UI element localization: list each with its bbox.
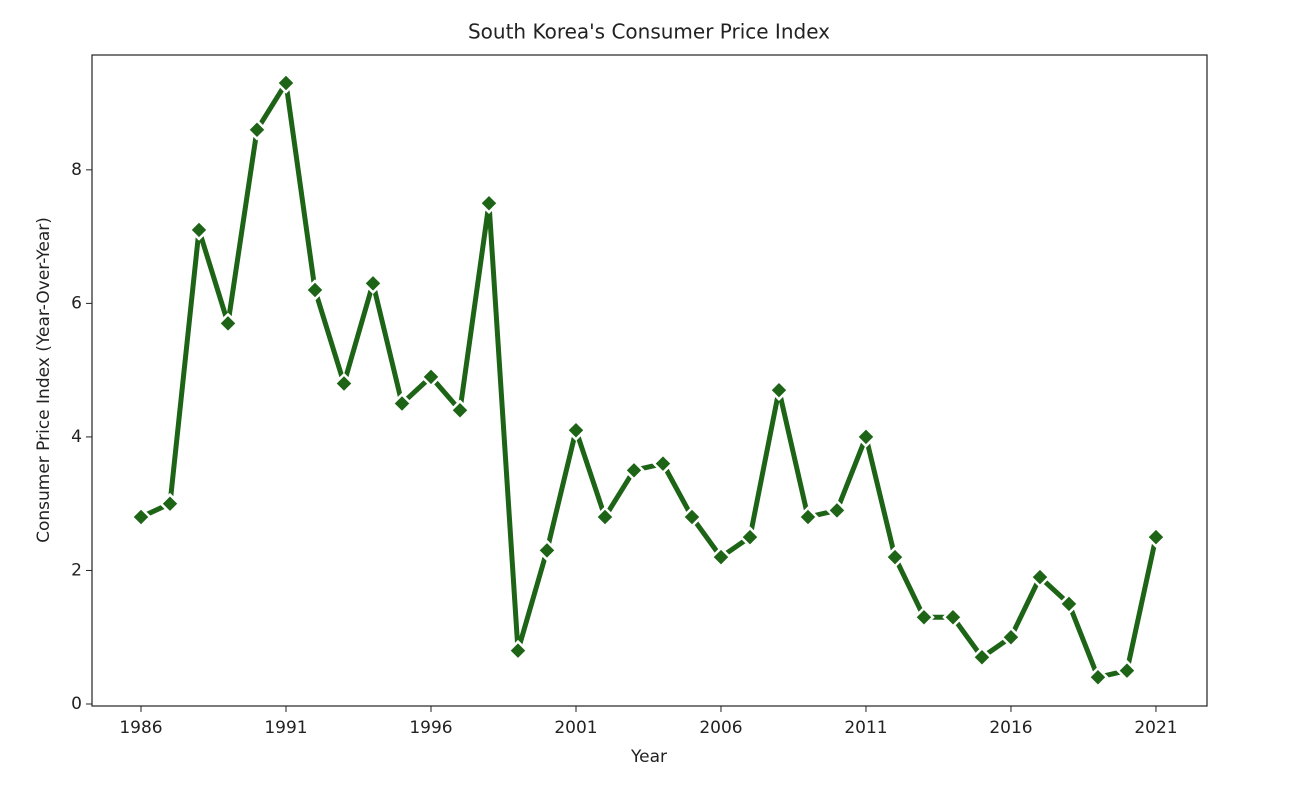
x-tick-label: 2006 <box>699 718 742 738</box>
marker <box>188 219 210 241</box>
marker <box>275 72 297 94</box>
marker <box>652 452 674 475</box>
marker <box>304 279 326 301</box>
marker <box>971 646 993 669</box>
marker <box>1000 626 1022 648</box>
marker <box>449 399 471 421</box>
marker <box>913 606 935 628</box>
marker <box>478 192 500 214</box>
marker <box>1145 526 1167 548</box>
marker <box>333 372 355 395</box>
x-tick-label: 2001 <box>554 718 597 738</box>
marker <box>536 539 558 562</box>
x-tick-label: 2011 <box>844 718 887 738</box>
marker <box>1029 566 1051 588</box>
x-tick-label: 1991 <box>264 718 307 738</box>
marker <box>217 312 239 335</box>
marker <box>623 459 645 482</box>
y-tick-label: 6 <box>71 293 82 313</box>
x-tick-label: 1986 <box>119 718 162 738</box>
y-tick-label: 4 <box>71 427 82 447</box>
marker <box>159 492 181 515</box>
y-tick-label: 8 <box>71 160 82 180</box>
marker <box>739 526 761 548</box>
marker <box>768 379 790 401</box>
marker <box>565 419 587 442</box>
marker <box>942 606 964 628</box>
marker <box>1087 666 1109 689</box>
marker <box>855 426 877 448</box>
marker <box>130 506 152 528</box>
marker <box>884 546 906 568</box>
plot-frame <box>91 54 1208 707</box>
y-tick-label: 0 <box>71 694 82 714</box>
x-tick-label: 2021 <box>1134 718 1177 738</box>
x-tick-label: 2016 <box>989 718 1032 738</box>
marker <box>420 366 442 388</box>
marker <box>391 392 413 415</box>
marker <box>797 506 819 528</box>
marker <box>681 506 703 528</box>
x-tick-label: 1996 <box>409 718 452 738</box>
marker <box>594 506 616 528</box>
y-axis-label: Consumer Price Index (Year-Over-Year) <box>34 217 54 543</box>
marker <box>1058 593 1080 615</box>
marker <box>362 272 384 295</box>
marker <box>826 499 848 522</box>
y-tick-label: 2 <box>71 560 82 580</box>
x-axis-label: Year <box>630 747 667 767</box>
chart-title: South Korea's Consumer Price Index <box>468 20 830 44</box>
marker <box>1116 659 1138 682</box>
line <box>139 80 1159 680</box>
marker <box>246 119 268 141</box>
marker <box>710 546 732 568</box>
marker <box>507 639 529 662</box>
